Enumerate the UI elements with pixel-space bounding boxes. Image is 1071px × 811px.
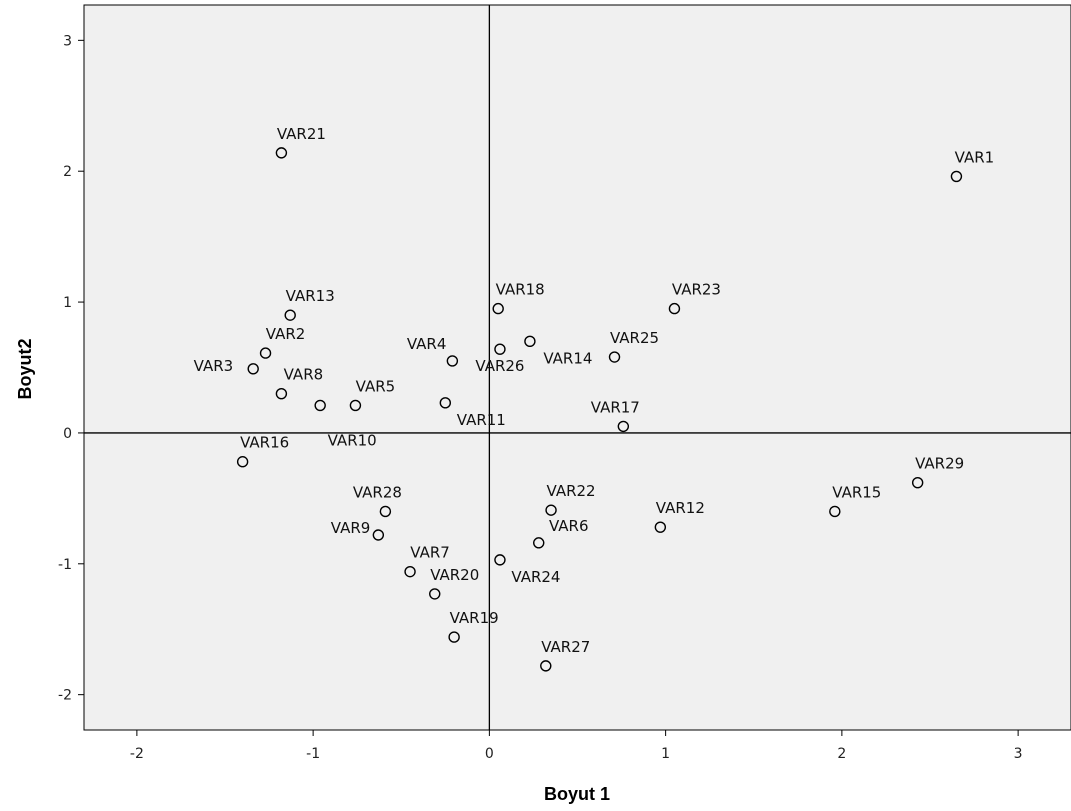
point-label: VAR2 (266, 325, 306, 343)
y-axis: -2 -1 0 1 2 3 (58, 33, 84, 704)
point-label: VAR24 (511, 568, 560, 586)
scatter-point (429, 588, 441, 600)
scatter-point (349, 399, 362, 412)
scatter-point (372, 529, 385, 541)
scatter-point (617, 420, 630, 433)
y-tick-label: 0 (63, 426, 72, 442)
scatter-point (950, 170, 963, 183)
scatter-point (446, 355, 459, 367)
x-axis-title: Boyut 1 (544, 784, 610, 804)
y-tick-label: 1 (63, 295, 72, 311)
point-label: VAR21 (277, 125, 326, 143)
scatter-point (524, 335, 536, 348)
y-tick-label: 2 (63, 164, 72, 180)
y-tick-label: -2 (58, 688, 72, 704)
x-tick-label: 0 (485, 746, 494, 762)
scatter-point (533, 537, 545, 549)
point-label: VAR13 (286, 287, 335, 305)
point-label: VAR11 (457, 411, 506, 429)
y-tick-label: -1 (58, 557, 72, 573)
point-label: VAR17 (591, 398, 640, 416)
scatter-point (829, 505, 841, 518)
point-label: VAR18 (496, 281, 545, 299)
scatter-point (275, 147, 288, 159)
point-label: VAR12 (656, 499, 705, 517)
point-label: VAR5 (356, 377, 396, 395)
scatter-point (448, 631, 460, 643)
point-label: VAR15 (832, 483, 881, 501)
scatter-point (284, 309, 296, 321)
point-label: VAR10 (328, 431, 377, 449)
scatter-point (439, 397, 452, 409)
x-tick-label: -2 (130, 746, 144, 762)
x-tick-label: 2 (837, 746, 846, 762)
scatter-point (404, 565, 416, 578)
x-axis: -2 -1 0 1 2 3 (130, 730, 1023, 762)
point-label: VAR22 (547, 482, 596, 500)
points-layer (236, 147, 963, 672)
scatter-point (911, 476, 924, 489)
point-label: VAR6 (549, 517, 589, 535)
point-label: VAR26 (475, 357, 524, 375)
scatter-point (494, 554, 506, 566)
point-label: VAR29 (915, 455, 964, 473)
scatter-point (668, 302, 681, 315)
scatter-point (275, 387, 288, 400)
x-tick-label: 1 (661, 746, 670, 762)
point-label: VAR3 (194, 357, 234, 375)
point-label: VAR20 (430, 566, 479, 584)
point-label: VAR28 (353, 483, 402, 501)
x-tick-label: -1 (306, 746, 320, 762)
scatter-point (494, 343, 506, 355)
point-label: VAR27 (541, 638, 590, 656)
scatter-point (259, 347, 272, 359)
point-label: VAR19 (450, 609, 499, 627)
point-label: VAR7 (410, 544, 450, 562)
point-label: VAR16 (240, 434, 289, 452)
point-label: VAR14 (543, 349, 592, 367)
y-axis-title: Boyut2 (15, 338, 35, 399)
scatter-point (314, 399, 326, 412)
scatter-point (654, 521, 667, 533)
point-labels-layer: VAR1 VAR2 VAR3 VAR4 VAR5 VAR6 VAR7 VAR8 VAR9 VAR1… (194, 125, 995, 656)
point-label: VAR25 (610, 329, 659, 347)
scatter-point (236, 456, 249, 468)
scatter-point (608, 351, 621, 363)
point-label: VAR8 (284, 366, 324, 384)
scatter-point (247, 363, 259, 375)
x-tick-label: 3 (1014, 746, 1023, 762)
scatter-point (545, 504, 557, 516)
scatter-point (379, 505, 392, 518)
point-label: VAR1 (955, 148, 995, 166)
point-label: VAR4 (407, 335, 447, 353)
point-label: VAR9 (331, 519, 371, 537)
y-tick-label: 3 (63, 33, 72, 49)
scatter-point (540, 660, 552, 672)
point-label: VAR23 (672, 281, 721, 299)
scatter-point (492, 302, 504, 315)
